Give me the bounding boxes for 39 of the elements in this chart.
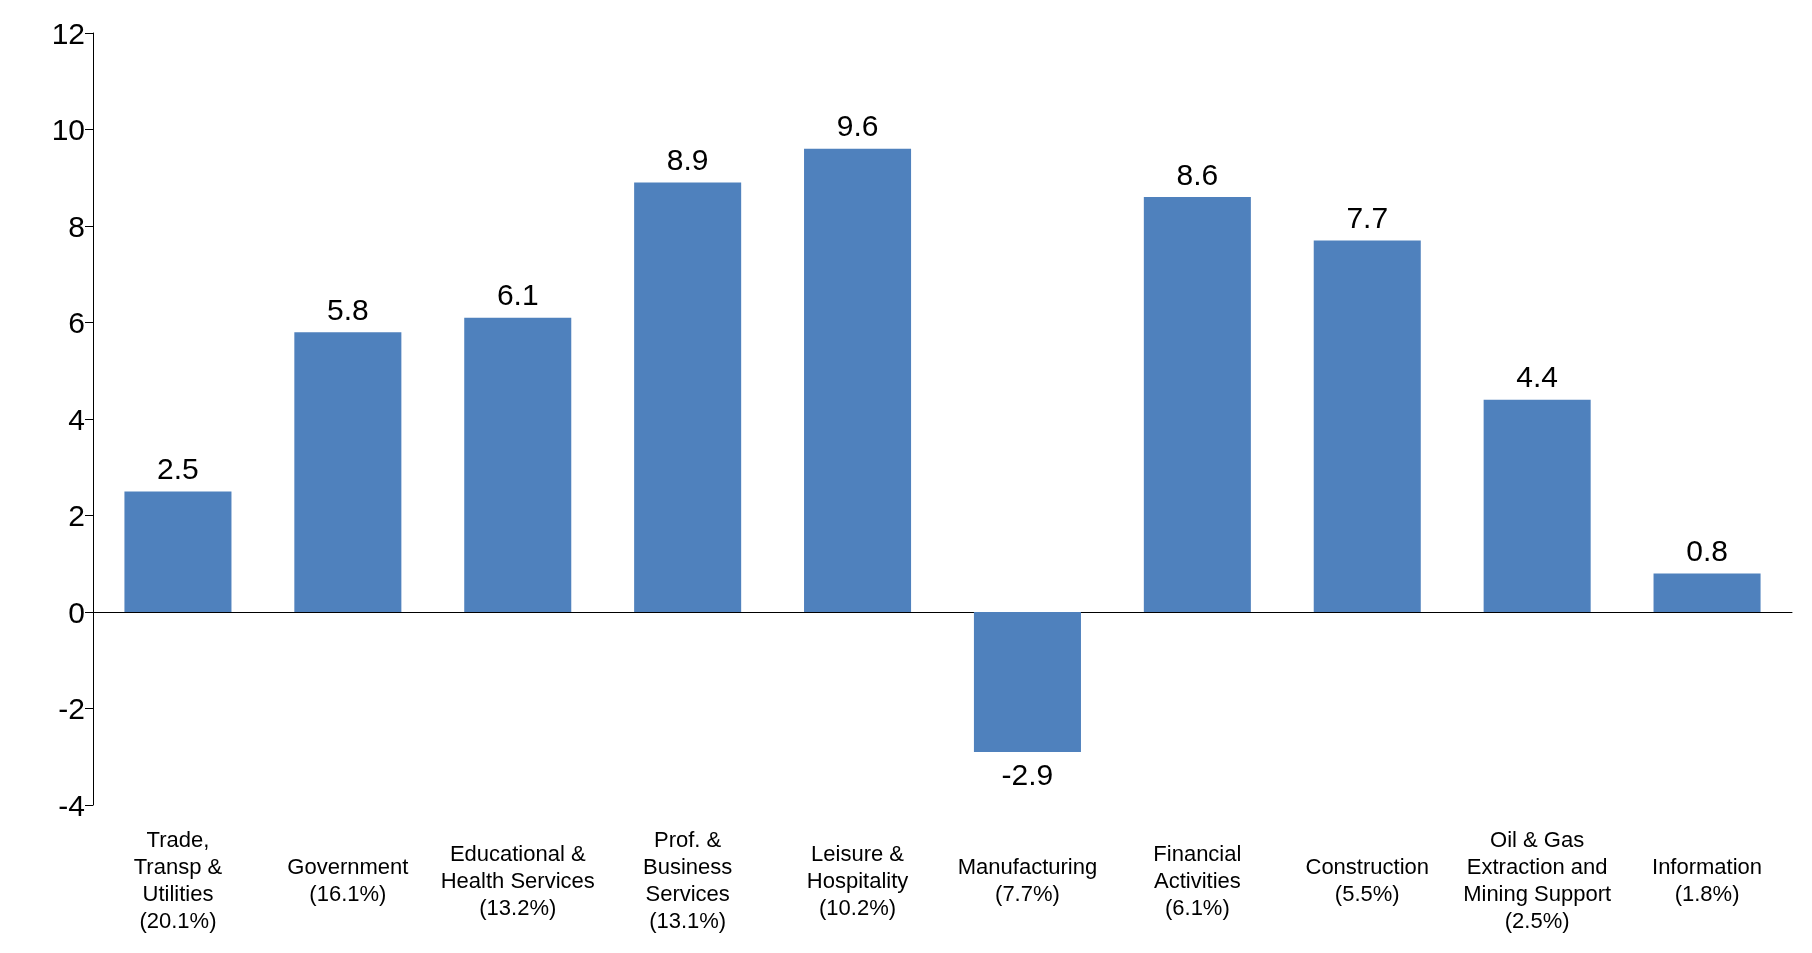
y-tick-label: 4 bbox=[68, 402, 85, 436]
bar bbox=[1653, 573, 1761, 612]
bar bbox=[634, 182, 742, 612]
data-label: 2.5 bbox=[157, 451, 199, 485]
bar bbox=[973, 612, 1081, 752]
bar bbox=[1143, 197, 1251, 612]
bar bbox=[124, 491, 232, 612]
data-label: 0.8 bbox=[1686, 533, 1728, 567]
x-tick-label: Financial Activities (6.1%) bbox=[1153, 840, 1242, 920]
data-label: 4.4 bbox=[1516, 360, 1559, 394]
x-tick-label: Government (16.1%) bbox=[287, 854, 409, 906]
bar bbox=[464, 317, 572, 612]
bar bbox=[294, 332, 402, 612]
x-tick-label: Oil & Gas Extraction and Mining Support (2.5%) bbox=[1463, 827, 1612, 933]
x-tick-label: Trade, Transp & Utilities (20.1%) bbox=[133, 827, 223, 933]
y-tick-label: -2 bbox=[58, 692, 85, 725]
data-label: 8.9 bbox=[666, 143, 709, 177]
data-label: 6.1 bbox=[496, 278, 539, 312]
data-label: 7.7 bbox=[1346, 200, 1389, 234]
x-tick-label: Manufacturing (7.7%) bbox=[957, 854, 1098, 906]
x-tick-label: Educational & Health Services (13.2%) bbox=[440, 840, 595, 920]
data-label: 9.6 bbox=[836, 109, 879, 143]
x-tick-label: Construction (5.5%) bbox=[1305, 854, 1430, 906]
x-tick-label: Leisure & Hospitality (10.2%) bbox=[806, 840, 909, 920]
x-tick-label: Information (1.8%) bbox=[1652, 854, 1763, 906]
data-label: -2.9 bbox=[1001, 758, 1054, 792]
data-label: 8.6 bbox=[1176, 157, 1219, 191]
y-tick-label: 6 bbox=[68, 306, 85, 339]
bar bbox=[804, 148, 912, 612]
y-tick-label: -4 bbox=[58, 788, 85, 822]
x-tick-label: Prof. & Business Services (13.1%) bbox=[643, 827, 733, 933]
bar bbox=[1313, 240, 1421, 612]
data-label: 5.8 bbox=[326, 292, 369, 326]
y-tick-label: 10 bbox=[51, 113, 85, 146]
y-tick-label: 2 bbox=[68, 499, 85, 532]
y-tick-label: 8 bbox=[68, 209, 85, 243]
y-tick-label: 0 bbox=[68, 595, 85, 629]
bar bbox=[1483, 399, 1591, 612]
y-tick-label: 12 bbox=[51, 16, 85, 50]
